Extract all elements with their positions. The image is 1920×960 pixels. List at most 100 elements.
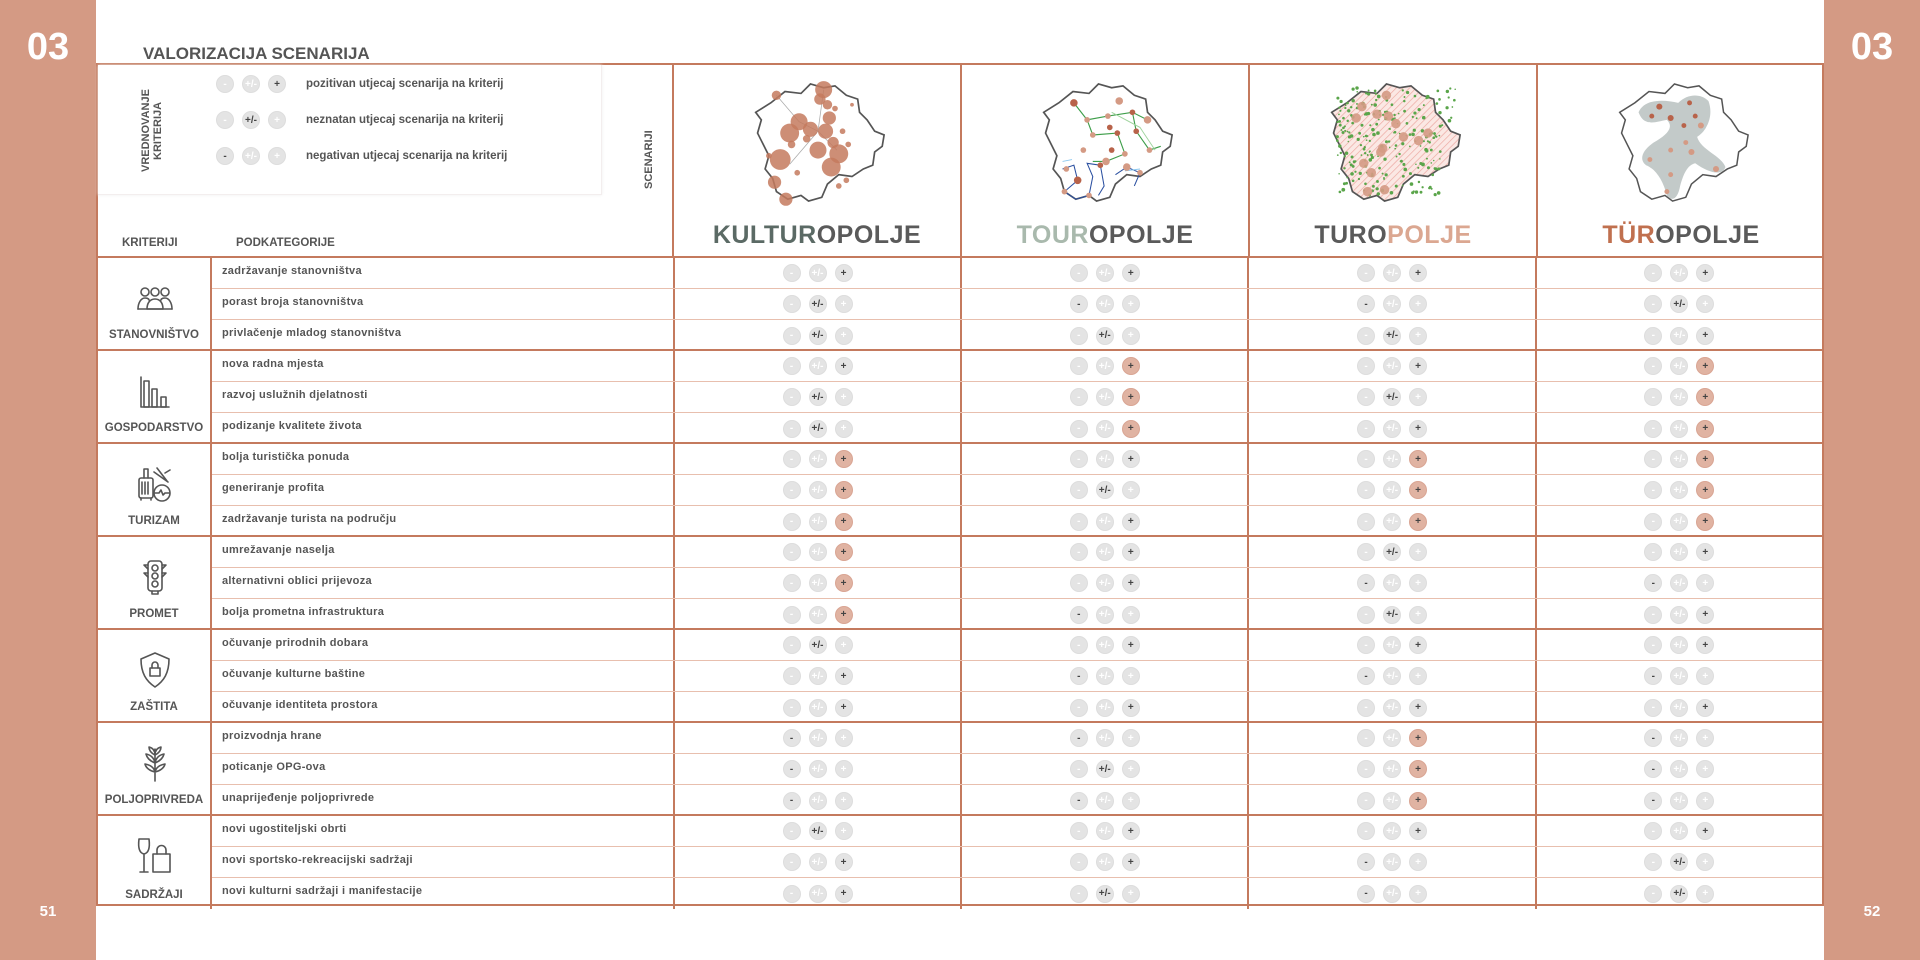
rating-cell: - +/- +: [960, 320, 1247, 351]
minus-circle-selected: -: [782, 729, 801, 747]
minus-circle-selected: -: [1644, 574, 1663, 592]
neutral-circle: +/-: [1670, 791, 1689, 810]
subcategory-label: umrežavanje naselja: [222, 544, 335, 556]
turopolje-umlaut-map: [1618, 83, 1749, 202]
plus-circle-selected: +: [1696, 450, 1715, 468]
neutral-circle: +/-: [808, 512, 827, 531]
plus-circle-selected: +: [1121, 264, 1140, 282]
neutral-circle: +/-: [1383, 574, 1402, 592]
neutral-circle-selected: +/-: [808, 388, 827, 406]
criterion-name: GOSPODARSTVO: [104, 422, 204, 434]
subcategory-label: zadržavanje stanovništva: [222, 265, 362, 277]
minus-circle: -: [1357, 388, 1376, 406]
plus-circle-selected: +: [1696, 388, 1715, 406]
plus-circle-selected: +: [1409, 264, 1428, 282]
rating-cell: - +/- +: [1247, 258, 1534, 288]
neutral-circle: +/-: [1095, 667, 1114, 685]
table-row: bolja prometna infrastruktura - +/- + - +/- + -…: [212, 599, 1822, 630]
legend-item-pos: - +/- + pozitivan utjecaj scenarija na krit…: [216, 75, 504, 93]
plus-circle: +: [1696, 791, 1715, 810]
plus-circle: +: [834, 791, 853, 810]
table-row: unaprijeđenje poljoprivrede - +/- + - +/- + - +/…: [212, 785, 1822, 816]
subcategory-label: podizanje kvalitete života: [222, 420, 362, 432]
rating-cell: - +/- +: [672, 661, 960, 691]
plus-circle: +: [1696, 667, 1715, 685]
plus-circle-selected: +: [1696, 512, 1715, 531]
chapter-number-right: 03: [1850, 26, 1894, 68]
rating-cell: - +/- +: [672, 847, 960, 877]
right-page-band: 03 52: [1824, 0, 1920, 960]
plus-circle-selected: +: [1409, 636, 1428, 654]
rating-cell: - +/- +: [1247, 568, 1534, 598]
plus-circle-selected: +: [1409, 760, 1428, 778]
plus-circle: +: [834, 295, 853, 313]
minus-circle: -: [1644, 512, 1663, 531]
neutral-circle: +/-: [1383, 419, 1402, 438]
table-row: alternativni oblici prijevoza - +/- + - +/- + -…: [212, 568, 1822, 599]
rating-cell: - +/- +: [960, 258, 1247, 288]
plus-circle: +: [834, 636, 853, 654]
page-number-left: 51: [39, 903, 57, 920]
criterion-group: POLJOPRIVREDA proizvodnja hrane - +/- + - +/- +…: [98, 723, 1822, 816]
plus-circle-selected: +: [1409, 481, 1428, 499]
plus-circle-selected: +: [834, 357, 853, 375]
rating-cell: - +/- +: [1247, 599, 1534, 630]
plus-circle: +: [1409, 326, 1428, 345]
rating-cell: - +/- +: [1534, 506, 1822, 537]
kulturopolje-map: [754, 81, 886, 206]
rating-cell: - +/- +: [1247, 475, 1534, 505]
rating-cell: - +/- +: [960, 506, 1247, 537]
plus-circle-selected: +: [834, 450, 853, 468]
legend-item-neu: - +/- + neznatan utjecaj scenarija na krite…: [216, 111, 504, 129]
minus-circle: -: [782, 543, 801, 561]
plus-circle: +: [1409, 667, 1428, 685]
neutral-circle: +/-: [1383, 791, 1402, 810]
minus-circle-selected: -: [1069, 791, 1088, 810]
plus-circle-selected: +: [1121, 450, 1140, 468]
neutral-circle: +/-: [1383, 264, 1402, 282]
minus-circle-selected: -: [1357, 667, 1376, 685]
minus-circle: -: [1644, 450, 1663, 468]
plus-circle-selected: +: [1696, 326, 1715, 345]
scenario-header-0: KULTUROPOLJE: [672, 65, 960, 256]
subcategory-label: unaprijeđenje poljoprivrede: [222, 792, 375, 804]
neutral-circle: +/-: [808, 884, 827, 903]
rating-cell: - +/- +: [672, 382, 960, 412]
neutral-circle: +/-: [1383, 760, 1402, 778]
rating-cell: - +/- +: [1534, 289, 1822, 319]
table-row: porast broja stanovništva - +/- + - +/- + - +/- +…: [212, 289, 1822, 320]
plus-circle: +: [1696, 574, 1715, 592]
neutral-circle: +/-: [1383, 667, 1402, 685]
neutral-circle: +/-: [1670, 760, 1689, 778]
rating-cell: - +/- +: [960, 382, 1247, 412]
rating-cell: - +/- +: [1247, 661, 1534, 691]
table-row: novi ugostiteljski obrti - +/- + - +/- + - +/- + -…: [212, 816, 1822, 847]
rating-cell: - +/- +: [1534, 475, 1822, 505]
plus-circle-selected: +: [1696, 481, 1715, 499]
neutral-circle: +/-: [808, 729, 827, 747]
scenario-header-3: TÜROPOLJE: [1536, 65, 1824, 256]
minus-circle: -: [1644, 326, 1663, 345]
minus-circle: -: [782, 884, 801, 903]
scenario-title: TUROPOLJE: [1250, 221, 1536, 250]
criterion-name: SADRŽAJI: [125, 889, 183, 901]
rating-cell: - +/- +: [672, 878, 960, 909]
table-row: nova radna mjesta - +/- + - +/- + - +/- + - +/- +: [212, 351, 1822, 382]
subcategories-header: PODKATEGORIJE: [236, 237, 335, 249]
scenario-title: KULTUROPOLJE: [674, 221, 960, 250]
rating-cell: - +/- +: [1247, 506, 1534, 537]
page-number-right: 52: [1863, 903, 1881, 920]
scenario-header-2: TUROPOLJE: [1248, 65, 1536, 256]
legend-heading: VREDNOVANJE KRITERIJA: [140, 89, 164, 173]
table-row: očuvanje kulturne baštine - +/- + - +/- + - +/- +…: [212, 661, 1822, 692]
minus-circle: -: [1069, 512, 1088, 531]
subcategory-label: novi ugostiteljski obrti: [222, 823, 347, 835]
neutral-circle: +/-: [1670, 264, 1689, 282]
rating-cell: - +/- +: [1534, 785, 1822, 816]
minus-circle-selected: -: [1069, 295, 1088, 313]
neutral-circle: +/-: [808, 574, 827, 592]
rating-cell: - +/- +: [1534, 692, 1822, 723]
plus-circle: +: [1696, 295, 1715, 313]
subcategory-label: poticanje OPG-ova: [222, 761, 326, 773]
plus-circle-selected: +: [1121, 574, 1140, 592]
